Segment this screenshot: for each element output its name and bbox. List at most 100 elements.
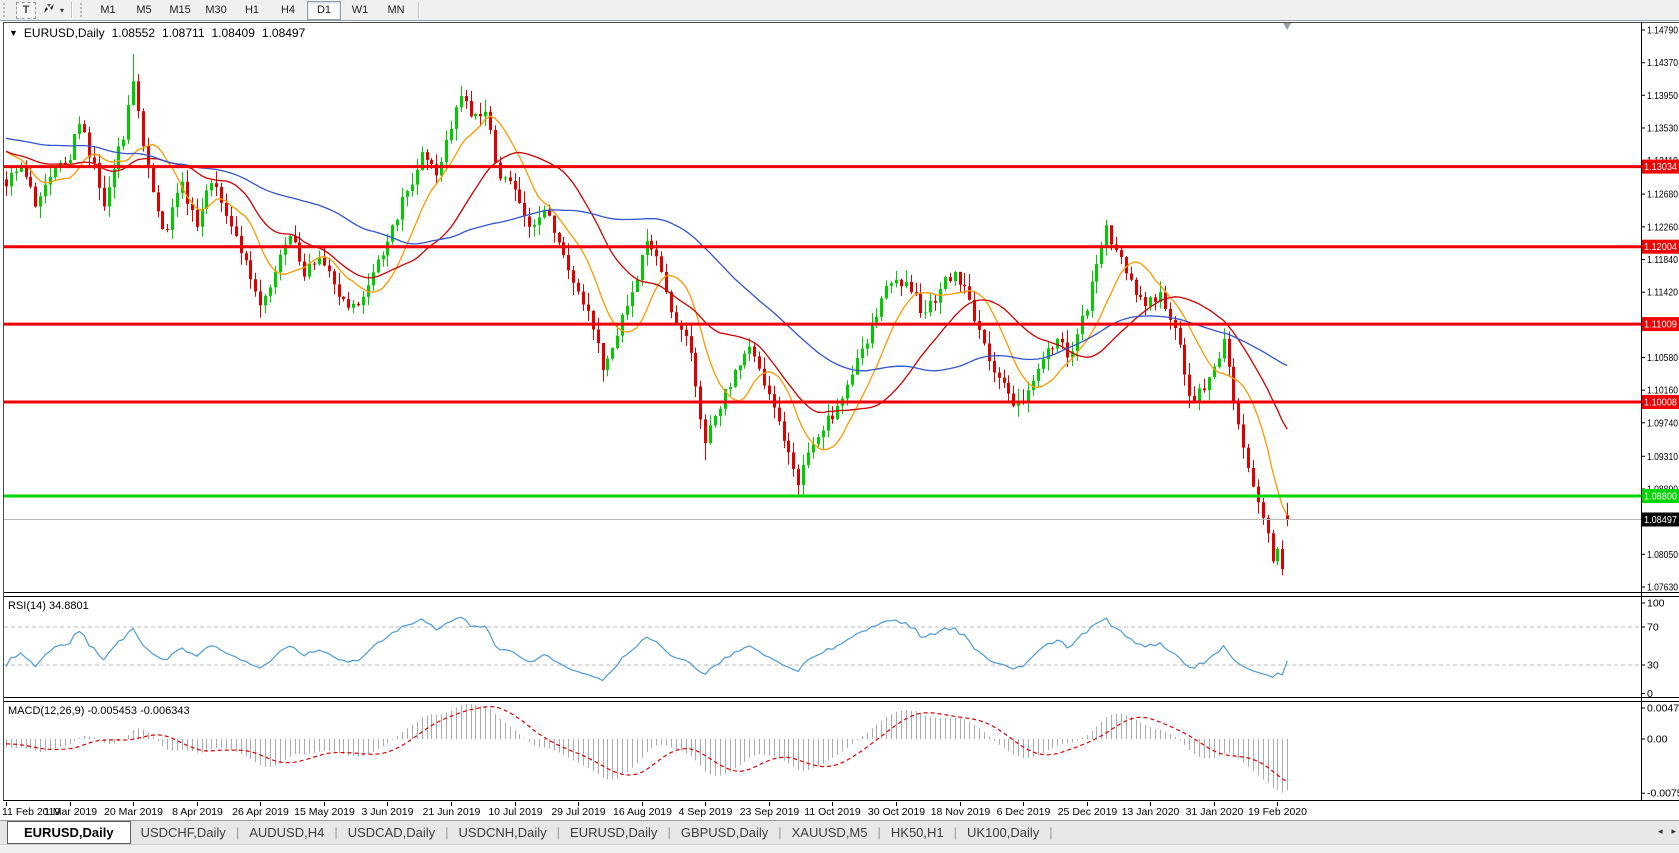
svg-text:1.12260: 1.12260 <box>1647 221 1678 233</box>
svg-text:23 Sep 2019: 23 Sep 2019 <box>740 806 800 818</box>
tab-separator: | <box>334 825 338 840</box>
chart-tab-uk100-daily[interactable]: UK100,Daily <box>967 825 1040 840</box>
ohlc-low: 1.08409 <box>211 25 255 40</box>
timeframe-h4-button[interactable]: H4 <box>280 4 296 16</box>
svg-text:1.09310: 1.09310 <box>1647 451 1678 463</box>
timeframe-m1-button[interactable]: M1 <box>100 4 116 16</box>
chart-tab-usdchf-daily[interactable]: USDCHF,Daily <box>140 825 226 840</box>
chart-shift-marker[interactable] <box>1283 23 1292 30</box>
svg-text:20 Mar 2019: 20 Mar 2019 <box>104 806 163 818</box>
svg-text:11 Feb 2019: 11 Feb 2019 <box>2 806 60 818</box>
arrows-tool-button[interactable] <box>40 2 58 19</box>
chart-tab-usdcnh-daily[interactable]: USDCNH,Daily <box>458 825 547 840</box>
chart-tab-gbpusd-daily[interactable]: GBPUSD,Daily <box>680 825 769 840</box>
tab-separator: | <box>445 825 449 840</box>
svg-text:16 Aug 2019: 16 Aug 2019 <box>613 806 672 818</box>
tab-separator: | <box>667 825 671 840</box>
svg-text:13 Jan 2020: 13 Jan 2020 <box>1122 806 1180 818</box>
svg-text:30 Oct 2019: 30 Oct 2019 <box>868 806 925 818</box>
svg-text:26 Apr 2019: 26 Apr 2019 <box>232 806 289 818</box>
chart-tab-eurusd-daily[interactable]: EURUSD,Daily <box>7 821 131 844</box>
svg-text:11 Oct 2019: 11 Oct 2019 <box>804 806 861 818</box>
chart-background <box>0 22 1679 820</box>
svg-text:1.08050: 1.08050 <box>1647 549 1678 561</box>
ma-mid-line <box>5 150 1288 430</box>
svg-text:1.12680: 1.12680 <box>1647 189 1678 201</box>
tab-separator: | <box>1049 825 1053 840</box>
toolbar-separator <box>71 2 74 18</box>
svg-text:1.13530: 1.13530 <box>1647 123 1678 135</box>
svg-text:1.09740: 1.09740 <box>1647 417 1678 429</box>
svg-text:3 Jun 2019: 3 Jun 2019 <box>362 806 414 818</box>
timeframe-mn-button[interactable]: MN <box>387 4 405 16</box>
macd-axis[interactable]: 0.004738 0.00 -0.00758 <box>1641 703 1679 800</box>
arrows-tool-icon <box>42 2 56 18</box>
tab-separator: | <box>778 825 782 840</box>
text-label-tool-button[interactable]: T <box>16 1 36 19</box>
timeframe-h1-button[interactable]: H1 <box>244 4 260 16</box>
toolbar-drag-handle[interactable] <box>80 3 87 17</box>
chart-tab-eurusd-daily[interactable]: EURUSD,Daily <box>570 825 658 840</box>
tab-separator: | <box>556 825 561 840</box>
macd-indicator-label: MACD(12,26,9) -0.005453 -0.006343 <box>8 705 190 717</box>
svg-text:1.10008: 1.10008 <box>1644 397 1677 409</box>
ohlc-close: 1.08497 <box>261 25 306 40</box>
chart-tab-bar: EURUSD,Daily USDCHF,Daily | AUDUSD,H4 | USDCA… <box>0 820 1679 844</box>
svg-text:0: 0 <box>1647 688 1653 700</box>
level-price-labels: 1.13034 1.12004 1.11009 1.10008 1.08800 1.084… <box>1642 159 1679 527</box>
svg-text:1 Mar 2019: 1 Mar 2019 <box>44 806 97 818</box>
chart-dropdown-icon[interactable]: ▼ <box>9 27 18 38</box>
candles-layer <box>5 54 1289 576</box>
rsi-line <box>5 616 1288 682</box>
chart-tab-usdcad-daily[interactable]: USDCAD,Daily <box>347 825 436 840</box>
moving-averages-layer <box>5 115 1288 516</box>
chart-tab-hk50-h1[interactable]: HK50,H1 <box>890 825 944 840</box>
svg-text:1.14370: 1.14370 <box>1647 57 1678 69</box>
svg-text:1.11420: 1.11420 <box>1647 287 1678 299</box>
svg-text:100: 100 <box>1647 598 1665 610</box>
svg-text:1.10160: 1.10160 <box>1647 385 1678 397</box>
svg-text:1.14790: 1.14790 <box>1647 25 1678 37</box>
svg-text:1.11009: 1.11009 <box>1644 319 1677 331</box>
chart-tab-xauusd-m5[interactable]: XAUUSD,M5 <box>791 825 868 840</box>
svg-text:4 Sep 2019: 4 Sep 2019 <box>679 806 733 818</box>
rsi-axis[interactable]: 100 70 30 0 <box>1641 598 1665 701</box>
svg-text:19 Feb 2020: 19 Feb 2020 <box>1248 806 1307 818</box>
tab-scroll-right-icon[interactable]: ▸ <box>1671 826 1676 836</box>
svg-text:70: 70 <box>1647 622 1659 634</box>
timeframe-m30-button[interactable]: M30 <box>205 4 227 16</box>
chart-symbol-label: EURUSD,Daily <box>23 25 105 40</box>
arrows-dropdown-caret[interactable]: ▾ <box>60 5 65 15</box>
svg-text:10 Jul 2019: 10 Jul 2019 <box>488 806 542 818</box>
ma-fast-line <box>5 115 1288 516</box>
chart-title: ▼ EURUSD,Daily 1.08552 1.08711 1.08409 1… <box>9 25 305 40</box>
current-price-label: 1.08497 <box>1644 514 1677 526</box>
tab-separator: | <box>877 825 881 840</box>
svg-text:8 Apr 2019: 8 Apr 2019 <box>172 806 223 818</box>
macd-signal-line <box>5 705 1288 783</box>
svg-text:1.11840: 1.11840 <box>1647 254 1678 266</box>
toolbar-separator <box>418 2 421 18</box>
timeframe-m5-button[interactable]: M5 <box>136 4 152 16</box>
svg-text:1.10580: 1.10580 <box>1647 352 1678 364</box>
svg-text:29 Jul 2019: 29 Jul 2019 <box>551 806 605 818</box>
tab-scroll-arrows: ◂ ▸ <box>1658 826 1676 837</box>
svg-text:0.00: 0.00 <box>1647 734 1668 746</box>
svg-text:1.13950: 1.13950 <box>1647 90 1678 102</box>
svg-text:18 Nov 2019: 18 Nov 2019 <box>931 806 991 818</box>
ohlc-open: 1.08552 <box>111 25 155 40</box>
timeframe-d1-button[interactable]: D1 <box>307 0 342 20</box>
chart-tab-audusd-h4[interactable]: AUDUSD,H4 <box>249 825 325 840</box>
toolbar-drag-handle[interactable] <box>3 3 10 17</box>
tab-scroll-left-icon[interactable]: ◂ <box>1657 826 1663 836</box>
ohlc-high: 1.08711 <box>162 25 205 40</box>
timeframe-w1-button[interactable]: W1 <box>351 4 369 16</box>
svg-text:1.13034: 1.13034 <box>1644 161 1677 173</box>
timeframe-m15-button[interactable]: M15 <box>169 4 191 16</box>
horizontal-levels-layer[interactable] <box>4 165 1641 498</box>
svg-text:6 Dec 2019: 6 Dec 2019 <box>997 806 1051 818</box>
current-price-label-bg <box>1642 512 1679 527</box>
tab-separator: | <box>235 825 240 840</box>
